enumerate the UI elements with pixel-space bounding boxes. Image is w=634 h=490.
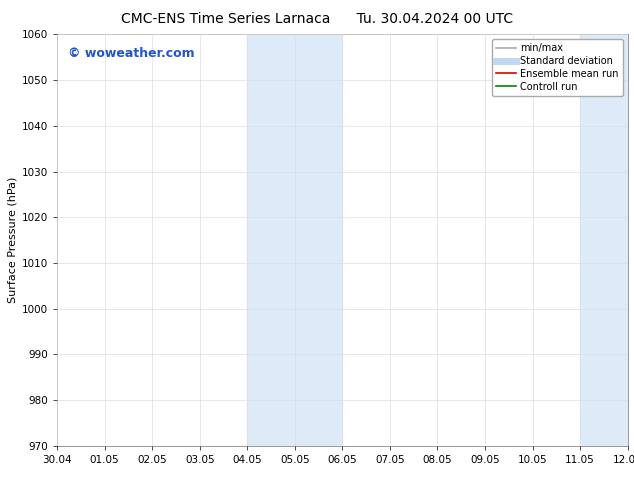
Text: © woweather.com: © woweather.com <box>68 47 195 60</box>
Text: CMC-ENS Time Series Larnaca      Tu. 30.04.2024 00 UTC: CMC-ENS Time Series Larnaca Tu. 30.04.20… <box>121 12 513 26</box>
Bar <box>247 34 342 446</box>
Bar <box>580 34 628 446</box>
Legend: min/max, Standard deviation, Ensemble mean run, Controll run: min/max, Standard deviation, Ensemble me… <box>492 39 623 96</box>
Y-axis label: Surface Pressure (hPa): Surface Pressure (hPa) <box>8 177 18 303</box>
